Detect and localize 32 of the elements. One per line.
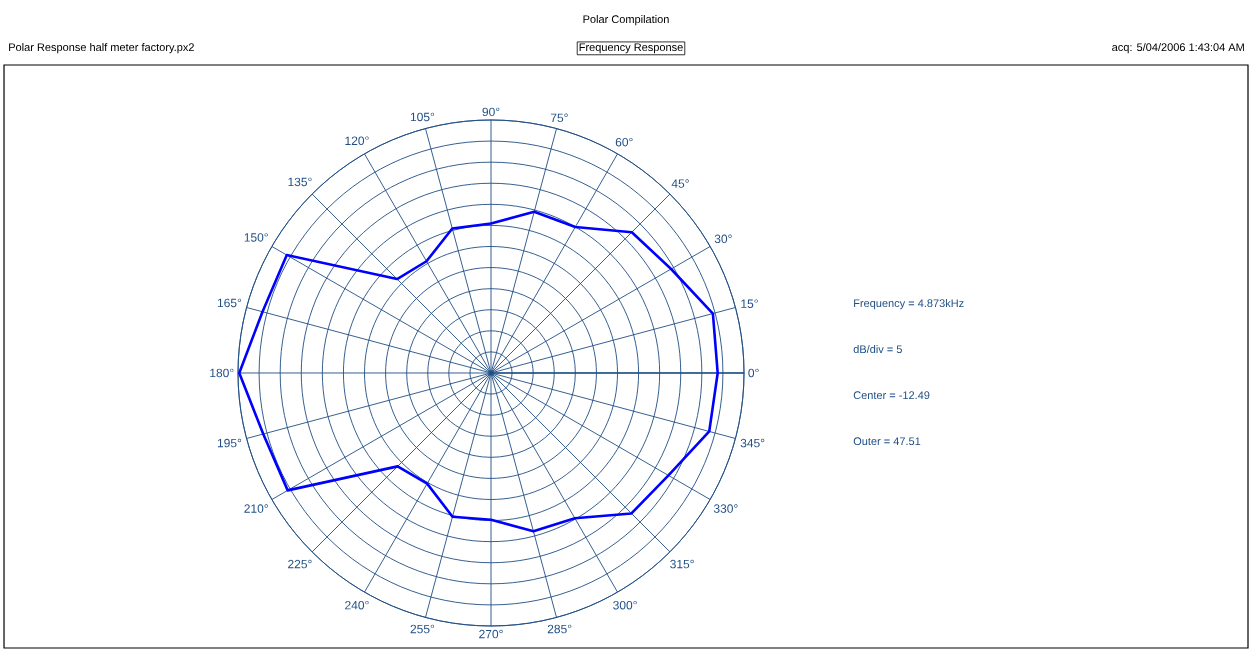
spoke-label: 15°: [741, 299, 758, 308]
spoke-label: 210°: [244, 504, 268, 513]
spoke-label: 120°: [345, 136, 369, 145]
spoke-label: 300°: [613, 600, 637, 610]
text: Frequency = 4.873kHz: [854, 299, 964, 310]
spoke-label: 270°: [479, 629, 503, 639]
spoke-label: 315°: [670, 559, 694, 569]
text: Outer = 47.51: [853, 437, 921, 446]
spoke-label: 180°: [210, 368, 234, 378]
spoke-label: 105°: [410, 112, 435, 122]
spoke-label: 345°: [740, 438, 765, 448]
spoke-label: 135°: [288, 177, 312, 187]
spoke-label: 165°: [217, 298, 242, 308]
spoke-label: 195°: [217, 438, 242, 448]
chart-subtitle: Frequency Response: [579, 43, 683, 54]
spoke-label: 30°: [714, 234, 732, 244]
chart-title: Polar Compilation: [583, 15, 669, 26]
spoke-label: 255°: [410, 624, 435, 634]
spoke-label: 240°: [345, 600, 369, 610]
text: Center = -12.49: [853, 391, 930, 400]
spoke-label: 225°: [288, 559, 312, 569]
spoke-label: 90°: [482, 107, 500, 117]
spoke-label: 285°: [547, 624, 572, 634]
spoke-label: 0°: [748, 368, 759, 378]
spoke-label: 330°: [713, 504, 738, 513]
text: acq: 5/04/2006 1:43:04 AM: [1112, 43, 1244, 54]
spoke-label: 75°: [550, 113, 568, 123]
spoke-label: 150°: [244, 233, 268, 242]
spoke-label: 45°: [671, 179, 689, 188]
spoke-label: 60°: [615, 137, 633, 147]
text: dB/div = 5: [853, 345, 902, 354]
text: Polar Response half meter factory.px2: [9, 43, 194, 54]
